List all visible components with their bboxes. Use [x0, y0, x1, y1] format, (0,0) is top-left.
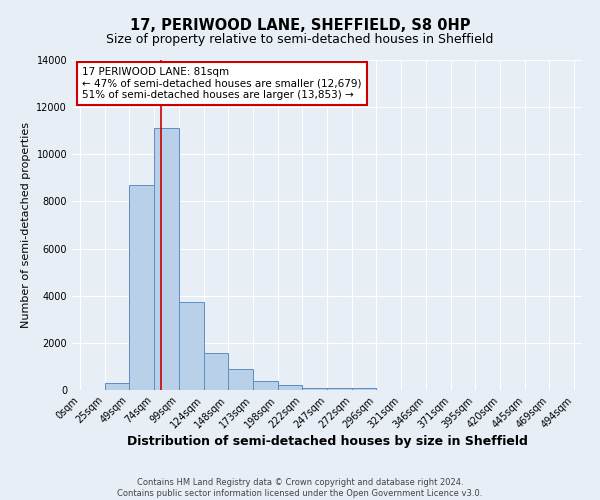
X-axis label: Distribution of semi-detached houses by size in Sheffield: Distribution of semi-detached houses by …	[127, 436, 527, 448]
Bar	[179, 302, 204, 390]
Text: Contains HM Land Registry data © Crown copyright and database right 2024.
Contai: Contains HM Land Registry data © Crown c…	[118, 478, 482, 498]
Y-axis label: Number of semi-detached properties: Number of semi-detached properties	[21, 122, 31, 328]
Bar	[302, 388, 327, 390]
Bar	[154, 128, 179, 390]
Bar	[105, 383, 129, 390]
Bar	[129, 185, 154, 390]
Bar	[204, 354, 228, 390]
Bar	[352, 388, 376, 390]
Bar	[253, 380, 278, 390]
Bar	[278, 386, 302, 390]
Bar	[228, 369, 253, 390]
Text: Size of property relative to semi-detached houses in Sheffield: Size of property relative to semi-detach…	[106, 32, 494, 46]
Text: 17, PERIWOOD LANE, SHEFFIELD, S8 0HP: 17, PERIWOOD LANE, SHEFFIELD, S8 0HP	[130, 18, 470, 32]
Text: 17 PERIWOOD LANE: 81sqm
← 47% of semi-detached houses are smaller (12,679)
51% o: 17 PERIWOOD LANE: 81sqm ← 47% of semi-de…	[82, 67, 361, 100]
Bar	[327, 388, 352, 390]
